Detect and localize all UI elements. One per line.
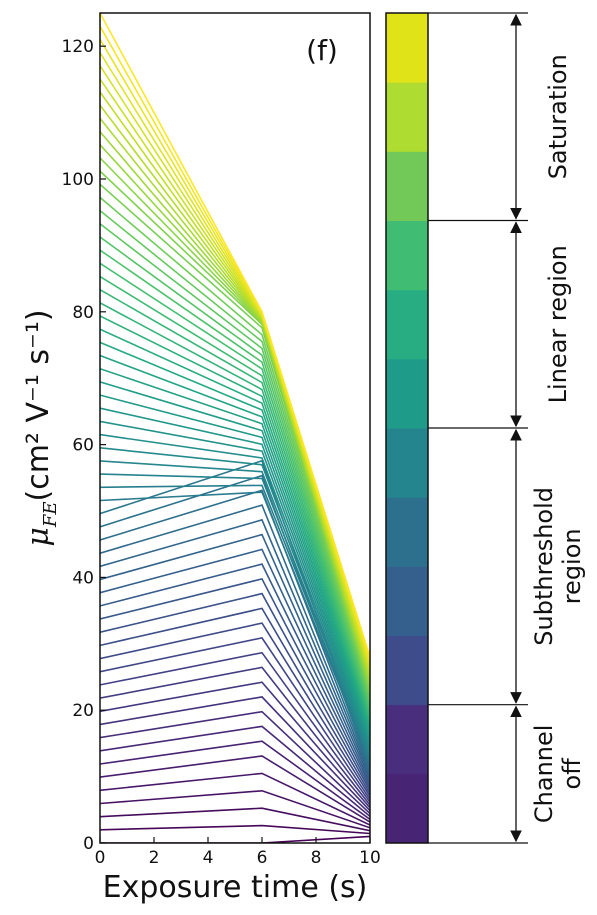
series-line [100, 473, 370, 757]
series-line [100, 563, 370, 786]
series-line [100, 328, 370, 726]
series-line [100, 518, 370, 777]
series-line [100, 341, 370, 729]
series-line [100, 249, 370, 709]
series-line [100, 433, 370, 749]
region-label: Channeloff [530, 725, 586, 824]
series-line [100, 789, 370, 829]
series-line [100, 755, 370, 823]
y-axis-symbol: μ [21, 527, 56, 547]
series-line [100, 275, 370, 715]
y-tick-label: 0 [83, 834, 94, 854]
x-tick-label: 2 [149, 848, 160, 868]
region-label: Saturation [544, 54, 572, 179]
x-tick-label: 6 [257, 848, 268, 868]
colorbar-band [386, 82, 428, 152]
region-label-line: region [558, 528, 586, 604]
colorbar-band [386, 773, 428, 844]
y-axis-subscript: FE [40, 501, 61, 528]
colorbar-band [386, 358, 428, 429]
x-tick-label: 0 [95, 848, 106, 868]
x-tick-label: 10 [359, 848, 381, 868]
series-line [100, 289, 370, 718]
series-line [100, 592, 370, 792]
series-line [100, 236, 370, 706]
y-axis-units: (cm² V⁻¹ s⁻¹) [21, 309, 56, 501]
series-line [100, 666, 370, 806]
region-label: Linear region [544, 245, 572, 403]
panel-label: (f) [306, 34, 338, 67]
region-label-line: Saturation [544, 54, 572, 179]
series-line [100, 183, 370, 695]
plot-frame [99, 12, 371, 844]
colorbar-band [386, 566, 428, 636]
colorbar-band [386, 497, 428, 567]
colorbar-band [386, 428, 428, 498]
series-line [100, 460, 370, 755]
colorbar [385, 12, 429, 844]
series-line [100, 262, 370, 712]
colorbar-band [386, 704, 428, 775]
colorbar-band [386, 289, 428, 360]
series-line [100, 607, 370, 795]
series-line [100, 725, 370, 818]
series-line [100, 209, 370, 701]
series-line [100, 835, 370, 843]
series-line [100, 807, 370, 832]
series-line [100, 772, 370, 826]
series-line [100, 548, 370, 783]
series-line [100, 489, 370, 772]
series-line [100, 354, 370, 732]
y-tick-label: 20 [72, 701, 94, 721]
y-tick-label: 80 [72, 303, 94, 323]
colorbar-band [386, 13, 428, 83]
series-line [100, 637, 370, 800]
series-lines [100, 13, 370, 843]
series-line [100, 394, 370, 740]
region-label-line: Subthreshold [530, 487, 558, 646]
region-annotations: Channeloff Subthresholdregion Linear regio… [428, 12, 586, 844]
y-tick-label: 120 [62, 37, 94, 57]
colorbar-band [386, 151, 428, 221]
series-line [100, 315, 370, 723]
y-axis-label: μFE(cm² V⁻¹ s⁻¹) [21, 309, 61, 546]
series-line [100, 651, 370, 803]
region-label-line: off [558, 758, 586, 790]
series-line [100, 491, 370, 763]
colorbar-band [386, 220, 428, 291]
y-tick-label: 40 [72, 568, 94, 588]
y-tick-label: 60 [72, 436, 94, 456]
colorbar-band [386, 635, 428, 706]
x-axis-label: Exposure time (s) [103, 870, 368, 905]
series-line [100, 223, 370, 703]
series-line [100, 196, 370, 698]
series-line [100, 420, 370, 746]
series-line [100, 302, 370, 720]
series-line [100, 681, 370, 809]
series-line [100, 381, 370, 738]
y-tick-label: 100 [62, 170, 94, 190]
series-line [100, 622, 370, 797]
series-line [100, 13, 370, 658]
series-line [100, 577, 370, 789]
series-line [100, 407, 370, 743]
series-line [100, 740, 370, 820]
series-line [100, 504, 370, 775]
region-label-line: Linear region [544, 245, 572, 403]
series-line [100, 484, 370, 760]
series-line [100, 824, 370, 835]
x-tick-label: 4 [203, 848, 214, 868]
series-line [100, 696, 370, 812]
series-line [100, 533, 370, 780]
region-label: Subthresholdregion [530, 487, 586, 646]
series-line [100, 367, 370, 735]
series-line [100, 447, 370, 752]
x-tick-label: 8 [311, 848, 322, 868]
region-label-line: Channel [530, 725, 558, 824]
series-line [100, 710, 370, 815]
